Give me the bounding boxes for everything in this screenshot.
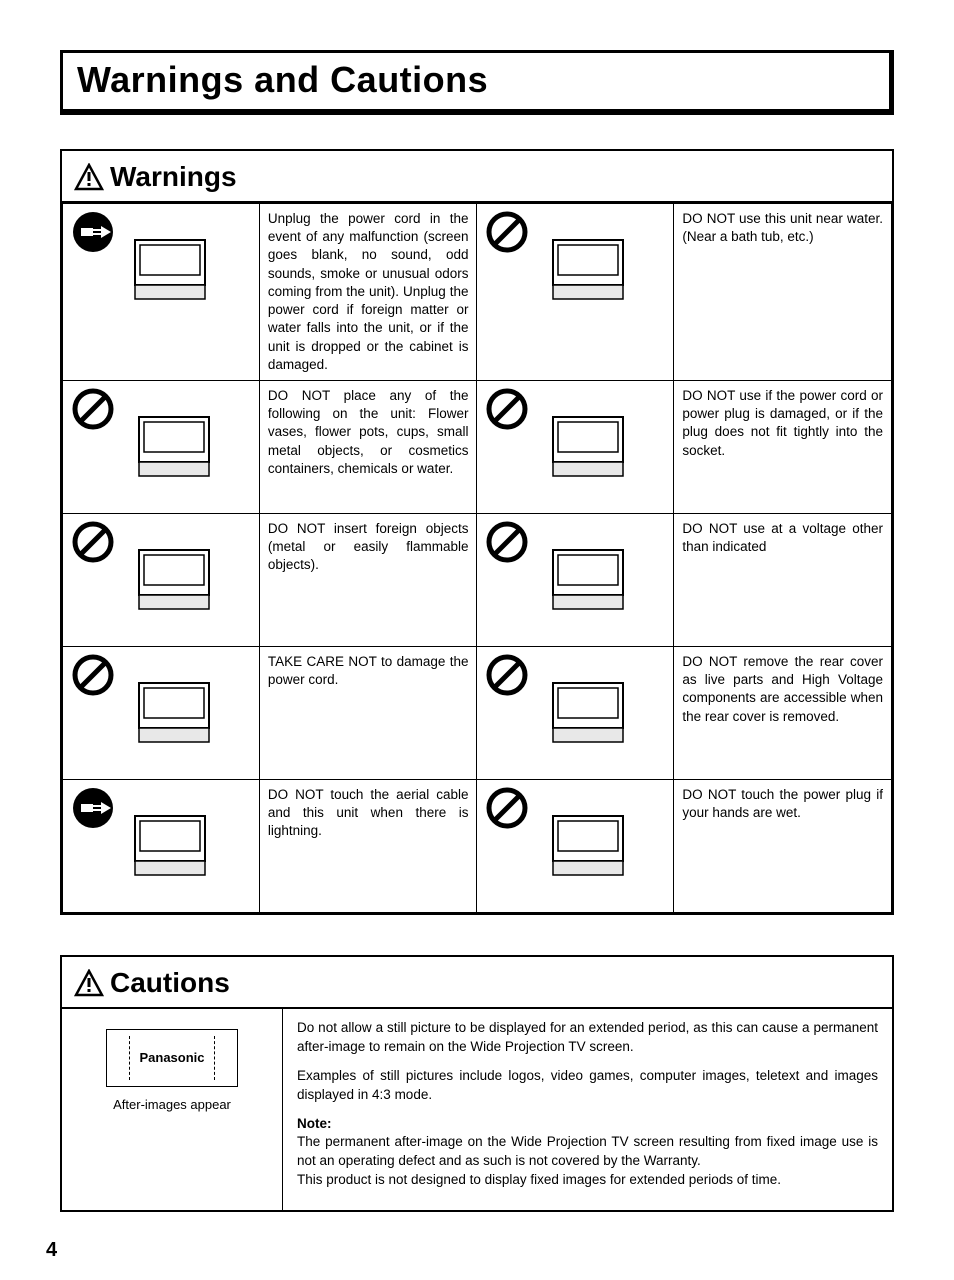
prohibit-icon [485,653,529,697]
warnings-heading: Warnings [110,161,237,193]
page-number: 4 [46,1239,57,1262]
page-title: Warnings and Cautions [77,59,875,101]
prohibit-icon [485,520,529,564]
panasonic-box-illustration: Panasonic [106,1029,238,1087]
cautions-heading-row: Cautions [62,957,892,1009]
warning-image-cell-right [477,646,674,779]
illustration-placeholder [533,210,643,310]
illustration-placeholder [533,387,643,487]
warning-image-cell-left [63,513,260,646]
after-image-caption: After-images appear [72,1097,272,1112]
warning-text-cell-left: DO NOT place any of the following on the… [259,380,477,513]
illustration-placeholder [533,786,643,886]
warning-image-cell-left [63,779,260,912]
warning-text-cell-left: DO NOT insert foreign objects (metal or … [259,513,477,646]
warning-triangle-icon [74,163,104,191]
warning-text-cell-right: DO NOT use if the power cord or power pl… [674,380,892,513]
table-row: DO NOT place any of the following on the… [63,380,892,513]
cautions-paragraph-1: Do not allow a still picture to be displ… [297,1019,878,1057]
illustration-placeholder [119,653,229,753]
cautions-note-1: The permanent after-image on the Wide Pr… [297,1134,878,1168]
cautions-heading: Cautions [110,967,230,999]
warnings-section: Warnings Unplug the power cord in the ev… [60,149,894,915]
warning-image-cell-left [63,204,260,381]
cautions-note-2: This product is not designed to display … [297,1172,781,1187]
warning-image-cell-left [63,646,260,779]
table-row: Unplug the power cord in the event of an… [63,204,892,381]
cautions-image-cell: Panasonic After-images appear [62,1009,283,1210]
illustration-placeholder [115,210,225,310]
note-label: Note: [297,1116,332,1131]
warning-image-cell-right [477,513,674,646]
prohibit-icon [485,210,529,254]
caution-triangle-icon [74,969,104,997]
warning-text-cell-left: DO NOT touch the aerial cable and this u… [259,779,477,912]
warnings-heading-row: Warnings [62,151,892,203]
warning-text-cell-right: DO NOT touch the power plug if your hand… [674,779,892,912]
brand-label: Panasonic [139,1050,204,1065]
warning-image-cell-right [477,779,674,912]
illustration-placeholder [119,520,229,620]
warning-image-cell-right [477,204,674,381]
page-title-box: Warnings and Cautions [60,50,894,115]
prohibit-icon [71,387,115,431]
cautions-section: Cautions Panasonic After-images appear D… [60,955,894,1212]
illustration-placeholder [533,653,643,753]
table-row: DO NOT touch the aerial cable and this u… [63,779,892,912]
warning-text-cell-right: DO NOT use this unit near water. (Near a… [674,204,892,381]
warning-text-cell-right: DO NOT use at a voltage other than indic… [674,513,892,646]
illustration-placeholder [119,387,229,487]
warning-text-cell-left: TAKE CARE NOT to damage the power cord. [259,646,477,779]
warning-text-cell-right: DO NOT remove the rear cover as live par… [674,646,892,779]
prohibit-icon [71,520,115,564]
unplug-icon [71,210,115,254]
table-row: DO NOT insert foreign objects (metal or … [63,513,892,646]
warning-text-cell-left: Unplug the power cord in the event of an… [259,204,477,381]
manual-page: Warnings and Cautions Warnings Unplug th… [0,0,954,1280]
illustration-placeholder [115,786,225,886]
unplug-icon [71,786,115,830]
prohibit-icon [71,653,115,697]
prohibit-icon [485,786,529,830]
warning-image-cell-left [63,380,260,513]
cautions-text-cell: Do not allow a still picture to be displ… [283,1009,892,1210]
cautions-paragraph-2: Examples of still pictures include logos… [297,1067,878,1105]
table-row: TAKE CARE NOT to damage the power cord. D… [63,646,892,779]
warning-image-cell-right [477,380,674,513]
prohibit-icon [485,387,529,431]
illustration-placeholder [533,520,643,620]
warnings-table: Unplug the power cord in the event of an… [62,203,892,913]
cautions-body: Panasonic After-images appear Do not all… [62,1009,892,1210]
